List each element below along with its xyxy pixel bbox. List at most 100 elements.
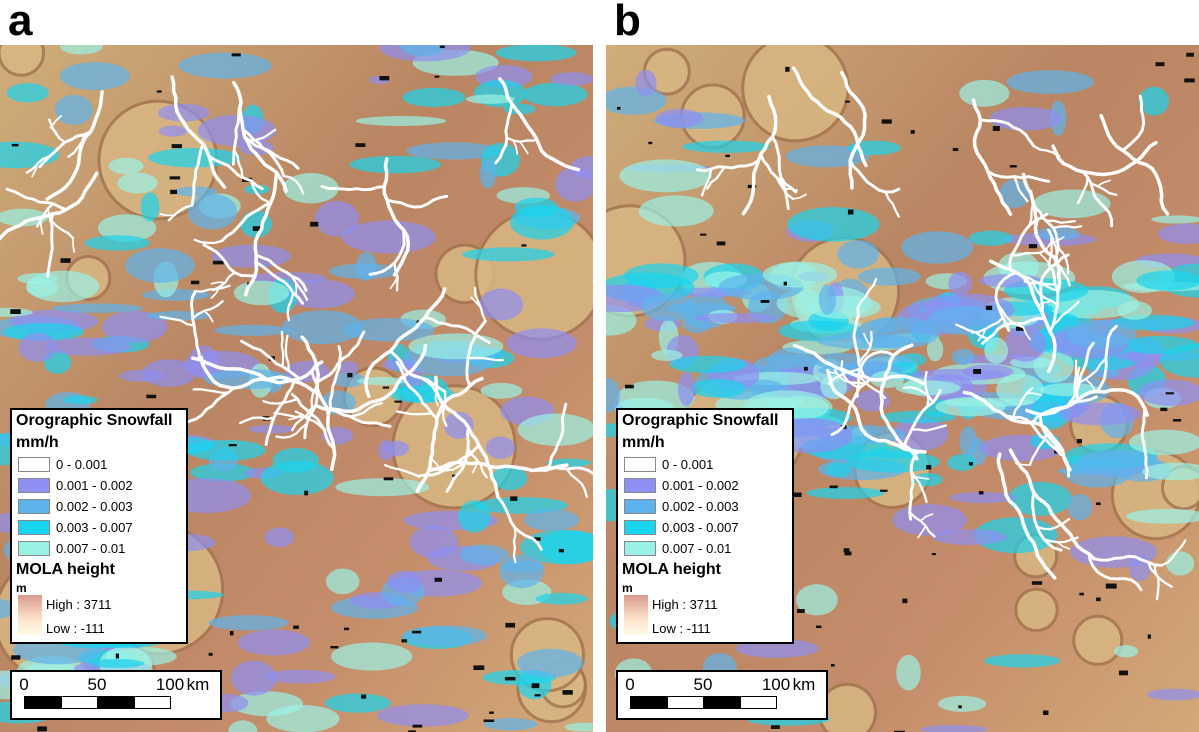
scarp xyxy=(1077,439,1082,443)
snowfall-patch xyxy=(536,593,588,605)
snowfall-patch xyxy=(855,390,890,412)
scarp xyxy=(229,444,237,446)
snowfall-patch xyxy=(209,615,289,630)
panel-label: a xyxy=(8,0,32,46)
scale-label: 50 xyxy=(88,675,107,695)
scarp xyxy=(484,719,495,722)
snowfall-patch xyxy=(410,525,458,558)
legend-row: 0 - 0.001 xyxy=(16,454,186,475)
snowfall-patch xyxy=(326,569,360,595)
snowfall-patch xyxy=(819,285,836,315)
crater xyxy=(0,45,44,75)
snowfall-patch xyxy=(928,306,1003,335)
snowfall-patch xyxy=(479,289,523,321)
snowfall-patch xyxy=(935,397,1005,416)
height-gradient xyxy=(624,595,648,635)
height-high: High : 3711 xyxy=(652,597,718,612)
snowfall-patch xyxy=(350,156,441,173)
snowfall-patch xyxy=(378,440,394,460)
scarp xyxy=(882,119,892,123)
legend-row: 0.007 - 0.01 xyxy=(16,538,186,559)
snowfall-patch xyxy=(1114,645,1138,657)
scale-segment xyxy=(61,696,99,709)
legend-label: 0.007 - 0.01 xyxy=(662,541,731,556)
scarp xyxy=(845,101,850,103)
map-panel: Orographic Snowfallmm/h0 - 0.0010.001 - … xyxy=(0,45,593,732)
scarp xyxy=(784,282,787,286)
scarp xyxy=(831,664,835,667)
scarp xyxy=(562,690,572,695)
snowfall-patch xyxy=(234,281,289,306)
scarp xyxy=(473,665,484,670)
scarp xyxy=(172,144,182,148)
scarp xyxy=(953,148,959,151)
scarp xyxy=(617,107,621,110)
scarp xyxy=(797,609,805,613)
legend-label: 0.003 - 0.007 xyxy=(56,520,133,535)
scarp xyxy=(489,712,494,714)
snowfall-patch xyxy=(265,528,294,548)
legend-label: 0.003 - 0.007 xyxy=(662,520,739,535)
snowfall-patch xyxy=(479,159,496,189)
snowfall-patch xyxy=(90,659,144,668)
scarp xyxy=(830,486,838,489)
snowfall-patch xyxy=(335,478,429,496)
snowfall-patch xyxy=(7,83,49,102)
snowfall-patch xyxy=(480,383,522,399)
snowfall-patch xyxy=(619,159,711,192)
scarp xyxy=(1166,392,1174,394)
scarp xyxy=(1079,593,1084,596)
snowfall-patch xyxy=(901,231,973,263)
scarp xyxy=(344,628,349,631)
snowfall-patch xyxy=(959,426,977,457)
scarp xyxy=(383,387,389,389)
scarp xyxy=(1096,597,1101,601)
snowfall-patch xyxy=(1067,320,1137,349)
scarp xyxy=(232,53,241,56)
legend-swatch xyxy=(624,541,656,556)
snowfall-patch xyxy=(635,70,656,97)
scale-segment xyxy=(703,696,741,709)
scarp xyxy=(440,46,445,49)
snowfall-patch xyxy=(486,437,515,459)
scarp xyxy=(293,625,299,628)
scarp xyxy=(157,90,162,92)
scarp xyxy=(230,631,234,635)
scarp xyxy=(330,646,338,648)
legend-row: 0.007 - 0.01 xyxy=(622,538,792,559)
snowfall-patch xyxy=(989,107,1061,131)
valley-network xyxy=(282,332,283,367)
snowfall-patch xyxy=(179,53,272,79)
legend-label: 0.007 - 0.01 xyxy=(56,541,125,556)
snowfall-patch xyxy=(462,247,554,261)
snowfall-patch xyxy=(402,88,465,107)
snowfall-patch xyxy=(331,642,412,670)
height-low: Low : -111 xyxy=(652,621,711,636)
scarp xyxy=(510,496,517,501)
scale-bar: 050100km xyxy=(10,670,222,720)
legend-row: 0.003 - 0.007 xyxy=(622,517,792,538)
scarp xyxy=(12,144,19,147)
legend-swatch xyxy=(18,499,50,514)
scarp xyxy=(347,373,352,377)
snowfall-patch xyxy=(984,654,1060,667)
snowfall-patch xyxy=(948,272,972,296)
snowfall-patch xyxy=(1067,494,1092,520)
snowfall-patch xyxy=(55,95,93,125)
snowfall-patch xyxy=(682,141,770,153)
scarp xyxy=(1029,244,1037,248)
legend-row: 0.003 - 0.007 xyxy=(16,517,186,538)
map-panel: Orographic Snowfallmm/h0 - 0.0010.001 - … xyxy=(606,45,1199,732)
snowfall-patch xyxy=(238,630,310,656)
snowfall-patch xyxy=(517,649,583,677)
scarp xyxy=(625,385,634,389)
scarp xyxy=(969,462,973,465)
snowfall-patch xyxy=(678,372,695,406)
scarp xyxy=(505,677,516,680)
scarp xyxy=(535,694,541,696)
snowfall-patch xyxy=(1137,270,1199,290)
scarp xyxy=(401,639,407,642)
legend: Orographic Snowfallmm/h0 - 0.0010.001 - … xyxy=(10,408,188,644)
scarp xyxy=(10,309,20,314)
height-ramp: High : 3711 Low : -111 xyxy=(622,595,792,639)
